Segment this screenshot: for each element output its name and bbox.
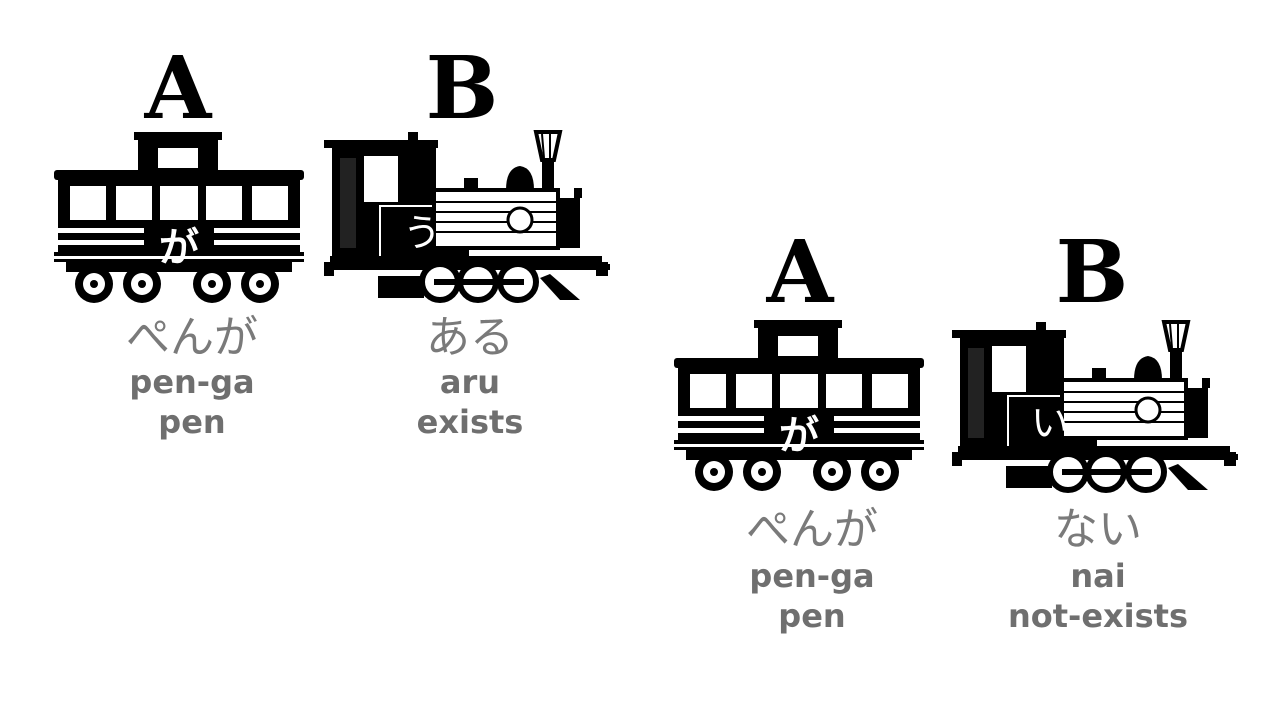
- car-particle: が: [779, 413, 819, 459]
- locomotive-kana: う: [402, 211, 441, 255]
- locomotive-kana: い: [1030, 401, 1069, 445]
- train-car-icon: [674, 320, 924, 491]
- word-a-romaji: pen-ga: [749, 557, 875, 595]
- word-b-kana: ない: [1054, 504, 1142, 555]
- train-car-icon: [54, 132, 304, 303]
- word-b-romaji: aru: [439, 363, 501, 401]
- word-b-kana: ある: [426, 312, 514, 363]
- label-b: B: [425, 38, 499, 139]
- word-b-romaji: nai: [1070, 557, 1126, 595]
- label-b: B: [1055, 222, 1129, 323]
- word-a-kana: ぺんが: [126, 312, 258, 363]
- word-a-romaji: pen-ga: [129, 363, 255, 401]
- word-b-gloss: not-exists: [1007, 597, 1189, 635]
- car-particle: が: [159, 225, 199, 271]
- word-a-kana: ぺんが: [746, 504, 878, 555]
- label-a: A: [144, 38, 212, 139]
- word-a-gloss: pen: [778, 597, 846, 635]
- word-b-gloss: exists: [416, 403, 524, 441]
- locomotive-icon: [952, 320, 1238, 493]
- label-a: A: [766, 222, 834, 323]
- word-a-gloss: pen: [158, 403, 226, 441]
- locomotive-icon: [324, 130, 610, 303]
